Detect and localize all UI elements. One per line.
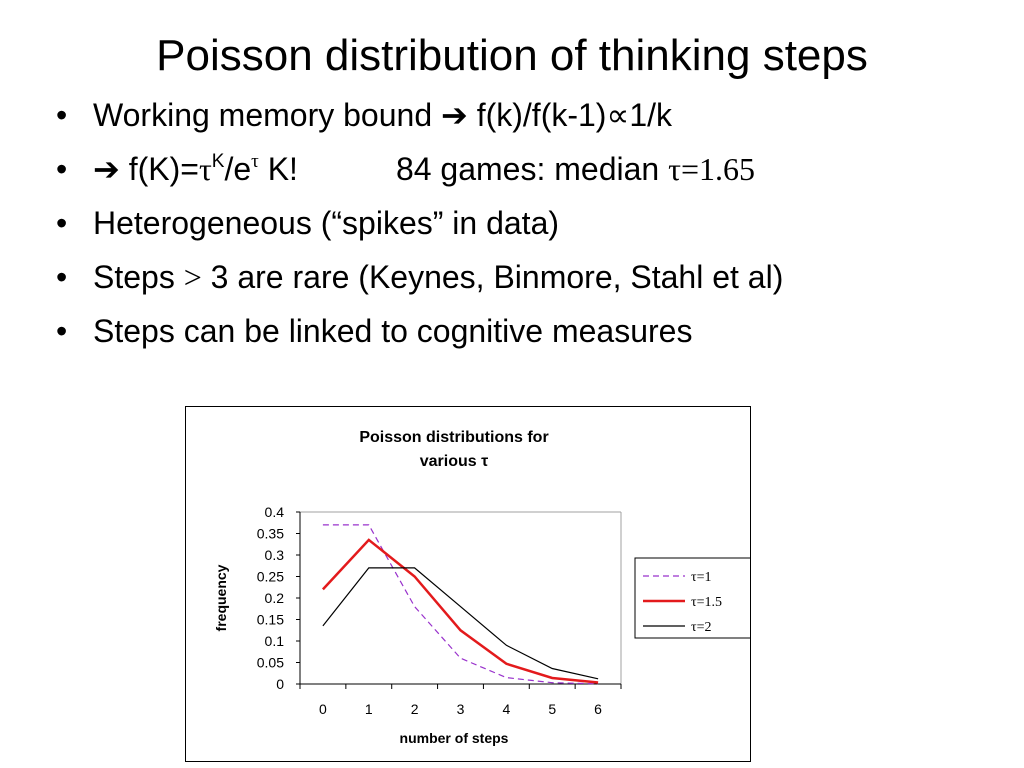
formula-f: f(K)= [119,151,199,187]
x-tick-label: 3 [457,701,465,717]
y-axis-title: frequency [213,564,229,631]
x-axis-title: number of steps [400,730,509,746]
formula-factorial: K! [258,151,298,187]
formula-divide-e: /e [224,151,252,187]
bullet-text: Heterogeneous (“spikes” in data) [93,205,560,241]
exponent-tau: τ [251,151,259,172]
chart-container: Poisson distributions for various τ 0 0.05 0… [185,406,751,762]
y-tick-label: 0.15 [257,612,284,628]
formula-text: f(k)/f(k-1) [467,97,607,133]
bullet-list: • Working memory bound ➔ f(k)/f(k-1)∝1/k… [56,88,1016,358]
median-value: τ=1.65 [668,151,755,187]
bullet-text: Working memory bound [93,97,441,133]
x-tick-label: 6 [594,701,602,717]
x-tick-label: 5 [548,701,556,717]
arrow-icon: ➔ [441,97,468,133]
y-tick-label: 0.4 [265,504,285,520]
x-tick-label: 0 [319,701,327,717]
bullet-text: Steps [93,259,184,295]
slide-title: Poisson distribution of thinking steps [156,31,868,80]
x-tick-label: 2 [411,701,419,717]
x-tick-label: 1 [365,701,373,717]
series-line-2 [321,538,599,684]
bullet-marker: • [56,259,68,295]
legend-label: τ=2 [691,620,712,635]
y-tick-label: 0.1 [265,633,285,649]
bullet-marker: • [56,151,68,187]
formula-tail: 1/k [629,97,672,133]
bullet-working-memory: • Working memory bound ➔ f(k)/f(k-1)∝1/k [56,88,1016,142]
series-line-3 [322,567,599,680]
legend-label: τ=1.5 [691,595,722,610]
tau-symbol: τ [198,151,212,187]
chart-title-line: various τ [420,453,489,470]
bullet-heterogeneous: • Heterogeneous (“spikes” in data) [56,196,1016,250]
bullet-marker: • [56,205,68,241]
chart-title-line: Poisson distributions for [359,429,548,446]
bullet-cognitive-measures: • Steps can be linked to cognitive measu… [56,304,1016,358]
y-tick-label: 0.35 [257,526,284,542]
games-text: 84 games: median [395,151,669,187]
bullet-poisson-formula: • ➔ f(K)=τK/eτ K! 84 games: median τ=1.65 [56,142,1016,196]
legend-label: τ=1 [691,570,712,585]
proportional-symbol: ∝ [606,97,630,133]
exponent-k: K [211,151,225,172]
bullet-text: Steps can be linked to cognitive measure… [93,313,693,349]
y-tick-label: 0.2 [265,590,285,606]
legend-box [634,557,750,639]
y-tick-label: 0.25 [257,569,284,585]
arrow-icon: ➔ [93,151,120,187]
y-tick-label: 0.05 [257,655,284,671]
x-tick-label: 4 [502,701,510,717]
series-line-1 [322,524,599,685]
greater-than-symbol: > [183,259,202,295]
y-tick-label: 0.3 [265,547,285,563]
bullet-marker: • [56,97,68,133]
bullet-steps-rare: • Steps > 3 are rare (Keynes, Binmore, S… [56,250,1016,304]
bullet-marker: • [56,313,68,349]
bullet-text-tail: 3 are rare (Keynes, Binmore, Stahl et al… [201,259,784,295]
y-tick-label: 0 [276,676,284,692]
poisson-chart: Poisson distributions for various τ 0 0.05 0… [213,429,750,746]
